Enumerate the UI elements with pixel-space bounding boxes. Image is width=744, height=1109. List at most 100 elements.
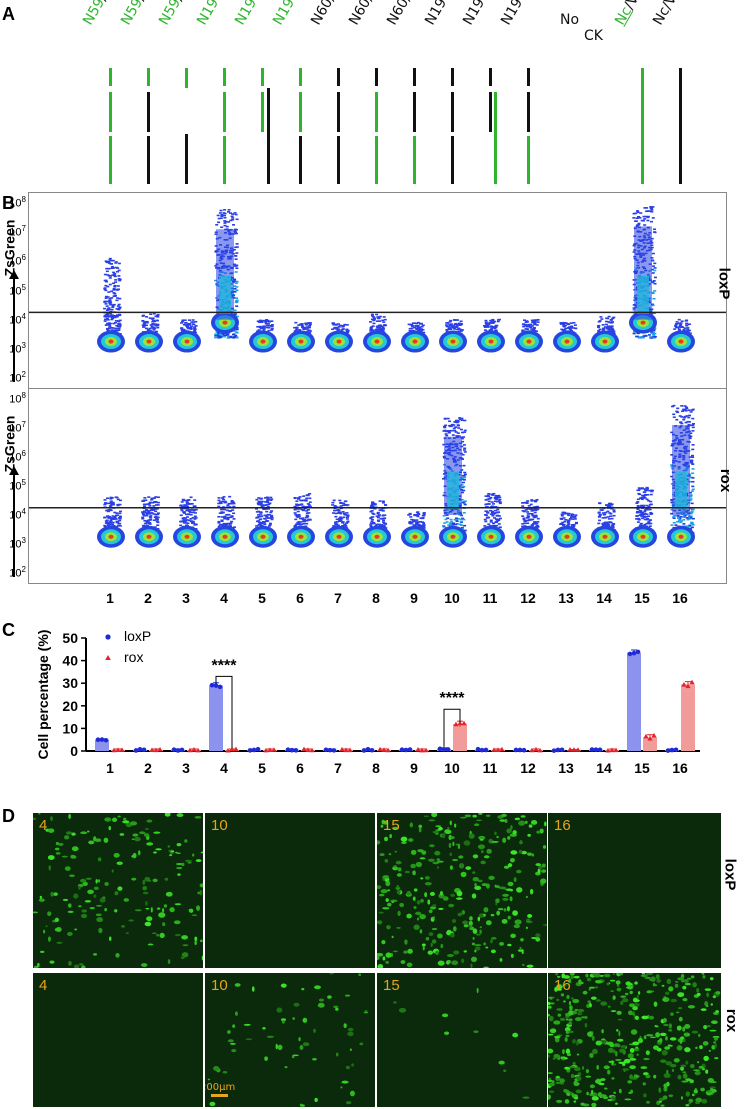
construct-label-segment: N191/ [498,0,533,28]
flow-event [110,259,114,262]
data-point [521,747,527,753]
flow-core-peak [184,339,190,344]
flow-event [235,286,239,288]
construct-bar [494,92,497,184]
flow-event [422,527,426,529]
flow-event [332,509,336,512]
flow-event [382,321,386,323]
flow-event [686,518,690,521]
data-point [575,747,581,752]
flow-event [222,496,226,498]
flow-event [233,212,237,214]
flow-population-5 [249,496,277,548]
x-tick-label: 9 [410,760,418,776]
flow-event [379,325,383,327]
flow-event [377,514,381,516]
flow-event [685,324,689,326]
flow-label-loxp: loxP [715,267,733,300]
flow-event [334,515,338,518]
flow-event [235,331,239,334]
flow-event [384,324,388,327]
flow-event [118,279,122,282]
flow-event [523,522,527,525]
flow-event [339,505,343,507]
flow-event [690,462,694,464]
flow-y-tick: 104 [0,312,26,327]
flow-event [383,522,387,525]
flow-event [148,317,152,319]
x-tick-label: 7 [334,760,342,776]
flow-event [104,324,108,326]
flow-event [486,323,490,325]
flow-event [638,493,642,496]
flow-event [451,434,455,436]
flow-event [109,502,113,505]
data-point [115,747,121,752]
flow-event [107,323,111,326]
construct-bar [261,92,264,132]
flow-event [530,524,534,527]
flow-event [567,523,571,526]
flow-event [114,266,118,269]
flow-event [369,525,373,528]
flow-event [218,524,222,526]
flow-event [530,325,534,327]
construct-bar [413,136,416,184]
cell [73,964,80,968]
flow-core-peak [146,534,152,539]
cell [80,831,88,835]
bar-rox-10 [453,723,467,751]
flow-event [533,515,537,517]
flow-event [107,307,111,309]
flow-event [412,524,416,526]
flow-event [536,520,540,523]
flow-event [217,221,221,224]
flow-event [113,292,117,295]
flow-event [187,324,191,326]
flow-population-4 [211,209,239,339]
flow-event [417,524,421,526]
flow-event [671,405,675,408]
flow-event [218,501,222,503]
construct-bar [527,68,530,86]
data-point [631,650,637,656]
construct-bar [147,68,150,86]
flow-event [636,498,640,501]
flow-event [143,525,147,527]
flow-event [447,524,451,526]
flow-event [533,329,537,332]
flow-event [141,524,145,527]
x-tick-label: 5 [258,760,266,776]
flow-event [346,514,350,517]
flow-event [679,515,683,518]
cell [67,931,73,937]
flow-event [105,267,109,270]
flow-event [107,502,111,505]
flow-core-peak [298,339,304,344]
flow-event [676,514,680,517]
flow-event [652,280,656,282]
flow-population-7 [325,322,353,353]
flow-event [106,510,110,513]
flow-event [490,327,494,329]
data-point [381,747,387,752]
flow-event [300,324,304,327]
flow-event [645,210,649,213]
construct-label-segment: N60/61C [308,0,352,28]
flow-event [648,210,652,213]
data-point [369,747,375,753]
flow-event [152,312,156,315]
micrograph-top-1: 4 [33,813,203,968]
flow-event [295,504,299,507]
cell [114,909,118,913]
flow-event [564,519,568,521]
flow-event [526,508,530,510]
construct-bar [413,92,416,132]
flow-event [185,516,189,518]
flow-y-arrow [13,277,15,382]
flow-event [154,504,158,506]
flow-event [491,494,495,496]
cell [93,894,97,898]
flow-event [220,516,224,518]
flow-event [525,324,529,326]
